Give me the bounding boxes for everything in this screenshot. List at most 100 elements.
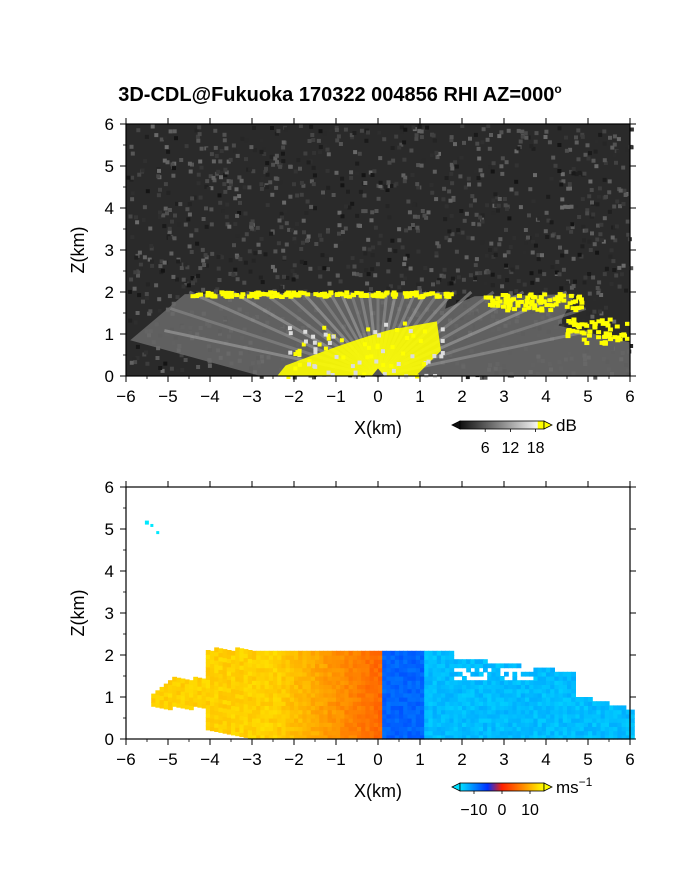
noise-pixel: [370, 173, 375, 177]
velocity-pixel: [432, 718, 438, 723]
velocity-pixel: [583, 701, 589, 706]
noise-pixel: [175, 201, 179, 206]
velocity-pixel: [172, 697, 177, 703]
velocity-pixel: [533, 709, 539, 715]
velocity-pixel: [323, 684, 329, 690]
velocity-pixel: [205, 658, 211, 664]
figure-title-text: 3D-CDL@Fukuoka 170322 004856 RHI AZ=000: [118, 84, 555, 106]
velocity-pixel: [281, 676, 287, 681]
velocity-pixel: [600, 722, 606, 727]
noise-pixel: [507, 216, 512, 221]
noise-pixel: [474, 267, 479, 272]
velocity-pixel: [294, 667, 299, 673]
velocity-pixel: [529, 701, 534, 706]
velocity-pixel: [567, 680, 572, 685]
velocity-pixel: [205, 666, 211, 672]
velocity-pixel: [226, 671, 232, 676]
velocity-pixel: [319, 676, 324, 681]
noise-pixel: [540, 253, 544, 258]
noise-pixel: [587, 239, 592, 244]
velocity-pixel: [344, 663, 350, 669]
velocity-pixel: [428, 650, 434, 656]
noise-pixel: [168, 129, 173, 134]
noise-pixel: [133, 320, 138, 325]
velocity-pixel: [588, 722, 593, 727]
noise-pixel: [235, 153, 240, 158]
noise-pixel: [159, 259, 164, 264]
velocity-pixel: [268, 705, 274, 711]
noise-pixel: [475, 141, 480, 146]
noise-pixel: [157, 215, 162, 220]
noise-pixel: [415, 225, 420, 230]
velocity-pixel: [390, 667, 396, 673]
velocity-pixel: [264, 667, 270, 673]
velocity-pixel: [264, 705, 270, 711]
noise-pixel: [255, 225, 260, 230]
noise-pixel: [602, 129, 607, 134]
velocity-pixel: [365, 655, 371, 660]
plume-pixel: [303, 329, 308, 334]
cloud-layer-pixel: [383, 291, 389, 296]
velocity-pixel: [575, 734, 581, 740]
velocity-pixel: [394, 671, 400, 677]
noise-pixel: [587, 291, 592, 296]
noise-pixel: [177, 222, 181, 227]
noise-pixel: [570, 225, 575, 230]
cloud-layer-east-pixel: [486, 295, 492, 300]
velocity-pixel: [483, 701, 488, 706]
velocity-pixel: [483, 688, 488, 694]
noise-pixel: [500, 284, 505, 289]
velocity-pixel: [231, 726, 236, 732]
y-tick-label: 5: [105, 157, 114, 176]
velocity-pixel: [222, 686, 228, 692]
velocity-pixel: [176, 681, 182, 687]
noise-pixel: [225, 222, 230, 227]
velocity-pixel: [235, 702, 240, 707]
noise-pixel: [569, 169, 573, 174]
velocity-pixel: [226, 662, 232, 668]
plume-pixel: [353, 370, 358, 375]
velocity-pixel: [420, 734, 425, 740]
velocity-pixel: [243, 691, 249, 696]
velocity-pixel: [201, 686, 207, 692]
velocity-pixel: [243, 703, 249, 709]
noise-pixel: [260, 176, 265, 181]
velocity-pixel: [491, 722, 497, 727]
velocity-pixel: [420, 680, 425, 685]
noise-pixel: [602, 272, 607, 277]
cloud-edge-pixel: [589, 320, 595, 325]
velocity-pixel: [289, 697, 295, 702]
velocity-pixel: [600, 701, 606, 706]
velocity-pixel: [210, 718, 215, 723]
cloud-layer-pixel: [266, 292, 272, 297]
velocity-pixel: [470, 705, 476, 711]
noise-pixel: [597, 280, 602, 285]
cloud-layer-east-pixel: [547, 298, 553, 303]
velocity-pixel: [331, 680, 337, 685]
velocity-pixel: [281, 655, 287, 660]
velocity-pixel: [243, 695, 249, 701]
x-tick-label: −2: [284, 750, 303, 769]
velocity-pixel: [319, 726, 324, 732]
noise-pixel: [333, 243, 338, 248]
velocity-pixel: [520, 713, 526, 719]
velocity-pixel: [432, 680, 438, 685]
noise-pixel: [234, 187, 239, 192]
velocity-pixel: [449, 650, 455, 656]
velocity-pixel: [323, 676, 329, 681]
noise-pixel: [602, 141, 607, 146]
velocity-pixel: [315, 709, 320, 715]
velocity-pixel: [449, 709, 455, 715]
noise-pixel: [273, 268, 277, 273]
noise-pixel: [232, 243, 236, 248]
velocity-pixel: [365, 697, 371, 702]
velocity-pixel: [403, 701, 408, 706]
noise-pixel: [530, 250, 535, 255]
velocity-pixel: [306, 692, 312, 698]
velocity-pixel: [424, 688, 429, 694]
velocity-pixel: [432, 730, 438, 736]
velocity-pixel: [302, 718, 308, 723]
velocity-pixel: [289, 713, 295, 719]
velocity-pixel: [310, 730, 316, 736]
velocity-pixel: [235, 714, 240, 720]
